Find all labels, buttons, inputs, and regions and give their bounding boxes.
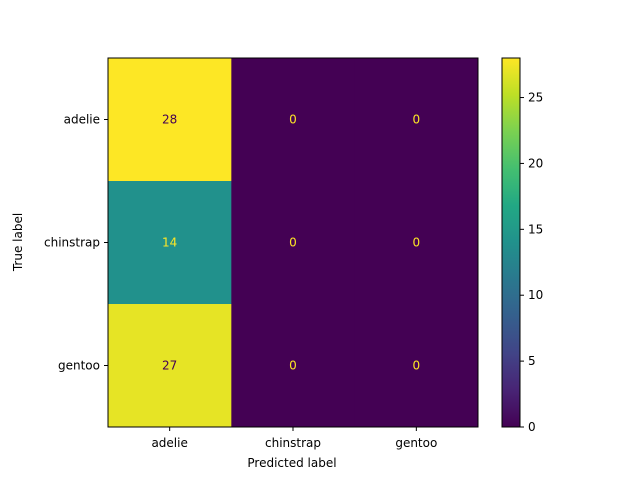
x-tick-label: chinstrap xyxy=(265,436,321,450)
heatmap-cell xyxy=(231,181,356,305)
heatmap-cell xyxy=(231,58,356,182)
heatmap-cell xyxy=(354,181,479,305)
heatmap-cell xyxy=(108,58,232,182)
colorbar-tick-label: 0 xyxy=(528,420,536,434)
y-axis-label: True label xyxy=(11,213,25,272)
x-axis-label: Predicted label xyxy=(247,456,336,470)
colorbar-tick-label: 15 xyxy=(528,222,543,236)
x-axis-ticks: adelie chinstrap gentoo xyxy=(151,427,437,450)
colorbar-tick-label: 5 xyxy=(528,354,536,368)
cell-value-labels: 28 0 0 14 0 0 27 0 0 xyxy=(162,113,420,373)
cell-value-label: 0 xyxy=(289,359,297,373)
cell-value-label: 14 xyxy=(162,236,177,250)
x-tick-label: gentoo xyxy=(395,436,437,450)
y-tick-label: chinstrap xyxy=(44,236,100,250)
heatmap-cell xyxy=(231,304,356,428)
cell-value-label: 0 xyxy=(413,236,421,250)
y-tick-label: gentoo xyxy=(58,359,100,373)
heatmap-cell xyxy=(354,58,479,182)
colorbar xyxy=(501,57,521,428)
colorbar-tick-label: 25 xyxy=(528,91,543,105)
heatmap-cell xyxy=(108,304,232,428)
cell-value-label: 0 xyxy=(413,359,421,373)
colorbar-ticks: 0 5 10 15 20 25 xyxy=(520,91,543,434)
cell-value-label: 28 xyxy=(162,113,177,127)
cell-value-label: 0 xyxy=(289,113,297,127)
heatmap-cell xyxy=(354,304,479,428)
colorbar-tick-label: 10 xyxy=(528,288,543,302)
colorbar-tick-label: 20 xyxy=(528,156,543,170)
cell-value-label: 27 xyxy=(162,359,177,373)
cell-value-label: 0 xyxy=(413,113,421,127)
cell-value-label: 0 xyxy=(289,236,297,250)
y-axis-ticks: adelie chinstrap gentoo xyxy=(44,113,108,373)
y-tick-label: adelie xyxy=(64,113,100,127)
heatmap-cell xyxy=(108,181,232,305)
heatmap-cells xyxy=(108,58,479,428)
x-tick-label: adelie xyxy=(151,436,187,450)
